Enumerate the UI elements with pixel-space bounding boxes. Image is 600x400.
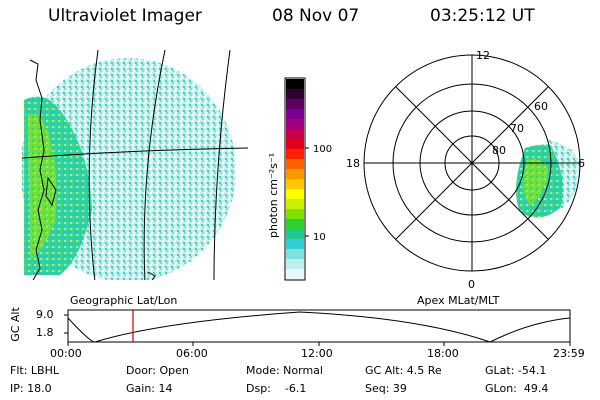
colorbar-swatch <box>286 259 304 270</box>
colorbar-swatch <box>286 249 304 260</box>
colorbar-swatch <box>286 219 304 230</box>
colorbar-swatch <box>286 209 304 220</box>
island-outline <box>45 176 57 207</box>
lon-line <box>213 49 231 280</box>
orbit-ytick-9: 9.0 <box>36 308 54 321</box>
geo-grid <box>22 49 248 280</box>
colorbar-tick-100: 100 <box>313 144 332 155</box>
colorbar-swatch <box>286 229 304 240</box>
colorbar-swatch <box>286 179 304 190</box>
orbit-xtick-1800: 18:00 <box>427 347 459 360</box>
colorbar-swatch <box>286 99 304 110</box>
orbit-xtick-0000: 00:00 <box>50 347 82 360</box>
geo-panel-label: Geographic Lat/Lon <box>70 294 178 307</box>
sequence-number: Seq: 39 <box>365 382 407 395</box>
colorbar-tick-10: 10 <box>313 232 326 243</box>
mlt-label-18: 18 <box>346 157 360 170</box>
mlt-label-0: 0 <box>468 278 475 291</box>
geo-latitude: GLat: -54.1 <box>485 364 547 377</box>
geo-longitude: GLon: 49.4 <box>485 382 549 395</box>
orbit-altitude-plot <box>64 309 571 346</box>
lat-label-60: 60 <box>534 100 548 113</box>
colorbar-swatch <box>286 119 304 130</box>
colorbar-swatch <box>286 89 304 100</box>
colorbar: 100 10 photon cm⁻²s⁻¹ <box>267 77 332 281</box>
orbit-ytick-1-8: 1.8 <box>36 326 54 339</box>
polar-plot: 12 18 6 0 60 70 80 <box>346 49 585 291</box>
colorbar-swatch <box>286 129 304 140</box>
lat-line <box>22 147 248 159</box>
colorbar-swatch <box>286 189 304 200</box>
coastline-fragment <box>147 271 156 280</box>
ip-value: IP: 18.0 <box>10 382 52 395</box>
colorbar-swatch <box>286 109 304 120</box>
orbit-xtick-1200: 12:00 <box>301 347 333 360</box>
orbit-xtick-0600: 06:00 <box>176 347 208 360</box>
polar-panel-label: Apex MLat/MLT <box>417 294 500 307</box>
colorbar-swatch <box>286 79 304 90</box>
gc-altitude: GC Alt: 4.5 Re <box>365 364 442 377</box>
altitude-curve <box>67 311 571 343</box>
filter-label: Flt: LBHL <box>10 364 59 377</box>
colorbar-swatch <box>286 199 304 210</box>
dsp-value: Dsp: -6.1 <box>246 382 307 395</box>
lat-label-80: 80 <box>492 144 506 157</box>
time-label: 03:25:12 UT <box>430 6 535 26</box>
colorbar-swatch <box>286 139 304 150</box>
gain-value: Gain: 14 <box>126 382 173 395</box>
auroral-oval-core <box>523 158 548 205</box>
colorbar-swatch <box>286 159 304 170</box>
lat-label-70: 70 <box>510 122 524 135</box>
colorbar-swatch <box>286 269 304 280</box>
door-status: Door: Open <box>126 364 189 377</box>
colorbar-swatch <box>286 239 304 250</box>
colorbar-swatch <box>286 169 304 180</box>
auroral-oval-edge <box>548 140 580 210</box>
lon-line <box>143 49 166 280</box>
lon-line <box>88 49 99 280</box>
colorbar-swatch <box>286 149 304 160</box>
mode-status: Mode: Normal <box>246 364 323 377</box>
polar-diagonal <box>395 86 549 240</box>
geographic-image <box>22 49 248 280</box>
auroral-band-inner <box>28 114 57 261</box>
colorbar-unit-label: photon cm⁻²s⁻¹ <box>267 153 280 238</box>
coastline <box>29 59 45 280</box>
mlt-label-12: 12 <box>476 49 490 62</box>
date-label: 08 Nov 07 <box>272 6 360 26</box>
mlt-label-6: 6 <box>578 157 585 170</box>
instrument-title: Ultraviolet Imager <box>48 6 202 26</box>
orbit-xtick-2359: 23:59 <box>553 347 585 360</box>
orbit-ylabel: GC Alt <box>8 307 22 342</box>
